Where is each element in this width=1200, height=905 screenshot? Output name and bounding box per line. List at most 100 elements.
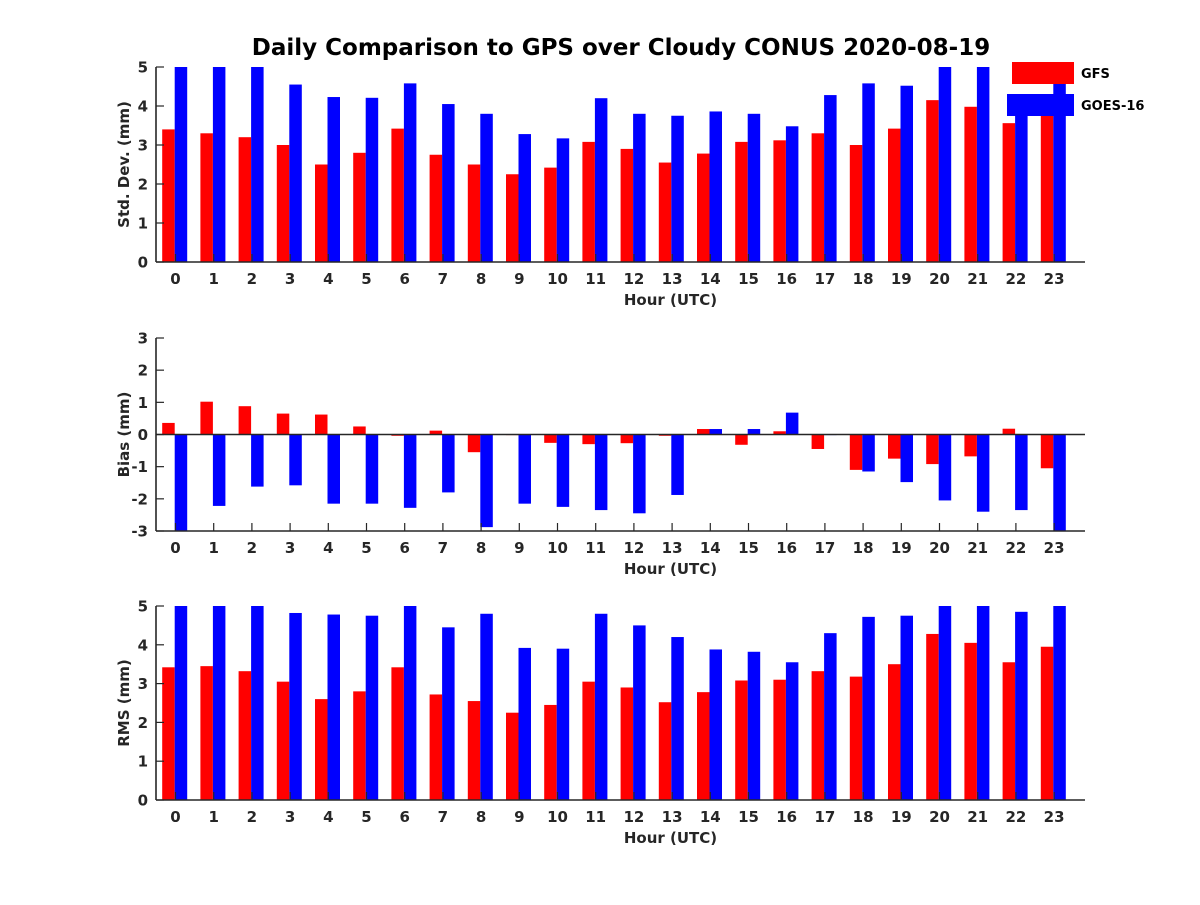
x-tick-label: 10: [547, 270, 568, 288]
x-tick-label: 6: [399, 808, 409, 826]
bar-gfs-hour-11: [582, 434, 595, 445]
bar-goes-16-hour-18: [862, 434, 875, 472]
bar-gfs-hour-9: [506, 712, 519, 800]
x-tick-label: 9: [514, 270, 524, 288]
bar-gfs-hour-19: [888, 128, 901, 262]
bar-goes-16-hour-4: [327, 614, 340, 800]
x-tick-label: 12: [623, 270, 644, 288]
bar-goes-16-hour-4: [327, 97, 340, 262]
x-tick-label: 20: [929, 808, 950, 826]
x-tick-label: 8: [476, 808, 486, 826]
x-tick-label: 4: [323, 270, 333, 288]
bar-gfs-hour-6: [391, 128, 404, 262]
x-tick-label: 3: [285, 808, 295, 826]
x-tick-label: 15: [738, 808, 759, 826]
bar-gfs-hour-19: [888, 434, 901, 459]
bar-gfs-hour-20: [926, 633, 939, 800]
x-tick-label: 6: [399, 270, 409, 288]
bar-gfs-hour-4: [315, 699, 328, 800]
y-tick-label: 3: [138, 137, 148, 155]
bar-gfs-hour-3: [276, 413, 290, 435]
y-tick-label: 1: [138, 753, 148, 771]
bar-goes-16-hour-0: [174, 606, 188, 800]
bar-gfs-hour-7: [429, 154, 443, 262]
bar-goes-16-hour-7: [442, 434, 455, 493]
bar-gfs-hour-7: [429, 430, 443, 435]
bar-gfs-hour-10: [544, 434, 557, 443]
bar-goes-16-hour-5: [365, 615, 379, 800]
bar-gfs-hour-8: [467, 434, 481, 453]
bar-gfs-hour-13: [658, 702, 672, 800]
bar-gfs-hour-5: [353, 426, 366, 435]
x-tick-label: 19: [891, 270, 912, 288]
bar-goes-16-hour-4: [327, 434, 340, 504]
x-tick-label: 10: [547, 808, 568, 826]
bar-goes-16-hour-15: [747, 429, 761, 435]
x-tick-label: 4: [323, 539, 333, 557]
bar-goes-16-hour-20: [938, 606, 952, 800]
bar-goes-16-hour-11: [594, 613, 608, 800]
bar-goes-16-hour-22: [1015, 434, 1028, 511]
bar-goes-16-hour-7: [442, 627, 455, 800]
x-tick-label: 17: [814, 270, 835, 288]
bar-gfs-hour-18: [849, 676, 863, 800]
y-tick-label: 4: [138, 636, 148, 654]
y-tick-label: -2: [131, 490, 148, 508]
x-tick-label: 2: [247, 808, 257, 826]
bar-goes-16-hour-3: [289, 84, 302, 262]
bar-goes-16-hour-17: [824, 95, 837, 262]
x-tick-label: 16: [776, 808, 797, 826]
bar-gfs-hour-0: [162, 129, 175, 262]
x-tick-label: 7: [438, 539, 448, 557]
x-tick-label: 11: [585, 270, 606, 288]
bar-gfs-hour-5: [353, 691, 366, 800]
y-tick-label: 1: [138, 394, 148, 412]
x-tick-label: 15: [738, 270, 759, 288]
bar-goes-16-hour-11: [594, 434, 608, 511]
bar-gfs-hour-15: [735, 680, 748, 800]
bar-goes-16-hour-9: [518, 434, 531, 504]
x-tick-label: 13: [662, 270, 683, 288]
x-tick-label: 2: [247, 270, 257, 288]
bar-goes-16-hour-8: [480, 113, 493, 262]
x-tick-label: 23: [1044, 270, 1065, 288]
x-tick-label: 8: [476, 270, 486, 288]
y-tick-label: 3: [138, 330, 148, 348]
x-tick-label: 1: [208, 539, 218, 557]
bar-goes-16-hour-19: [900, 615, 913, 800]
bar-gfs-hour-12: [620, 434, 634, 444]
x-tick-label: 19: [891, 808, 912, 826]
bar-gfs-hour-14: [697, 429, 710, 435]
bar-gfs-hour-12: [620, 148, 634, 262]
x-tick-label: 12: [623, 539, 644, 557]
bar-goes-16-hour-14: [709, 429, 722, 435]
bar-gfs-hour-0: [162, 422, 175, 435]
bar-gfs-hour-6: [391, 667, 404, 800]
bar-goes-16-hour-2: [251, 606, 264, 800]
bar-goes-16-hour-19: [900, 434, 913, 483]
x-tick-label: 1: [208, 808, 218, 826]
x-axis-label: Hour (UTC): [624, 560, 717, 578]
bar-gfs-hour-8: [467, 701, 481, 800]
x-tick-label: 17: [814, 539, 835, 557]
bar-goes-16-hour-14: [709, 111, 722, 263]
x-tick-label: 23: [1044, 539, 1065, 557]
bar-goes-16-hour-21: [976, 434, 990, 512]
bar-goes-16-hour-6: [403, 606, 417, 800]
bar-goes-16-hour-13: [671, 434, 684, 495]
x-tick-label: 23: [1044, 808, 1065, 826]
x-tick-label: 0: [170, 808, 180, 826]
x-tick-label: 3: [285, 270, 295, 288]
x-tick-label: 22: [1005, 270, 1026, 288]
x-tick-label: 21: [967, 808, 988, 826]
y-tick-label: -3: [131, 523, 148, 541]
bar-gfs-hour-2: [238, 671, 252, 800]
bar-goes-16-hour-15: [747, 651, 761, 800]
bar-gfs-hour-21: [964, 106, 977, 262]
x-tick-label: 3: [285, 539, 295, 557]
bar-gfs-hour-23: [1040, 434, 1054, 469]
bar-gfs-hour-22: [1002, 123, 1016, 262]
bar-gfs-hour-1: [200, 133, 213, 262]
